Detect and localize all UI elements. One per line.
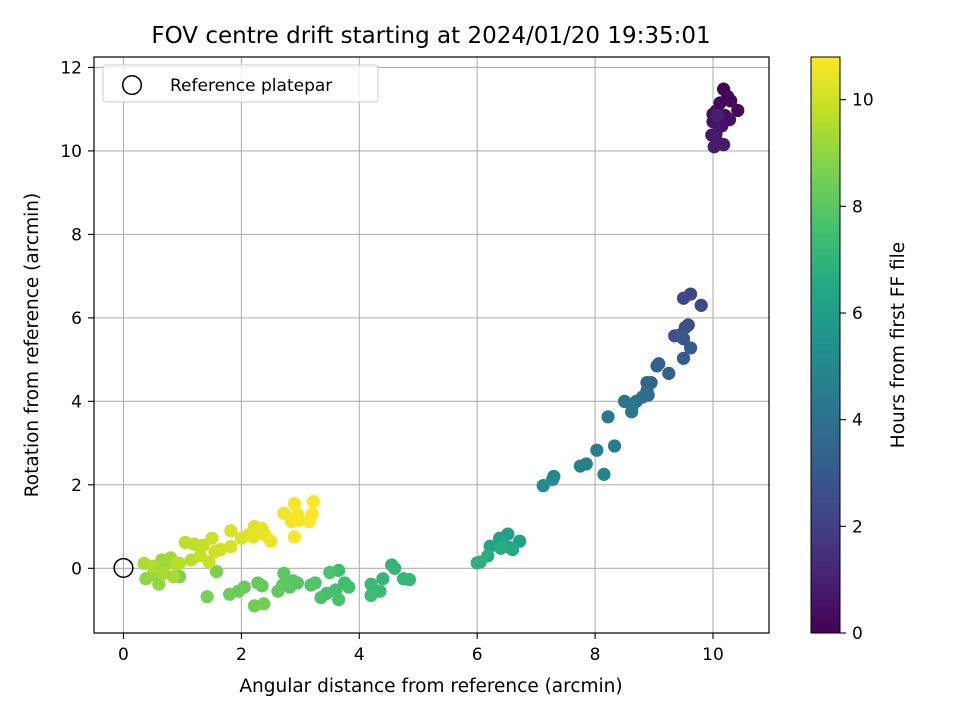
data-point bbox=[222, 587, 237, 601]
data-point bbox=[597, 467, 611, 481]
y-tick-label: 2 bbox=[71, 476, 82, 496]
data-point bbox=[251, 576, 265, 590]
data-point bbox=[731, 103, 745, 118]
colorbar-ticks: 0 2 4 6 8 10 bbox=[840, 91, 874, 644]
data-point bbox=[676, 351, 691, 365]
data-point bbox=[305, 507, 319, 521]
data-point bbox=[224, 524, 238, 538]
data-point bbox=[196, 538, 210, 552]
x-axis-ticks: 0 2 4 6 8 10 bbox=[118, 633, 724, 665]
data-point bbox=[505, 542, 520, 557]
y-tick-label: 12 bbox=[60, 58, 82, 78]
x-tick-label: 6 bbox=[472, 645, 483, 665]
x-axis-label: Angular distance from reference (arcmin) bbox=[239, 676, 622, 697]
x-tick-label: 0 bbox=[118, 645, 129, 665]
y-tick-label: 0 bbox=[71, 559, 82, 579]
legend: Reference platepar bbox=[102, 64, 379, 103]
data-point bbox=[166, 570, 181, 584]
data-point bbox=[342, 580, 356, 594]
data-point bbox=[264, 534, 278, 548]
data-point bbox=[323, 565, 337, 580]
plot-frame bbox=[93, 56, 770, 634]
reference-platepar-marker bbox=[113, 557, 134, 578]
data-point bbox=[314, 590, 328, 605]
data-point bbox=[590, 443, 604, 457]
legend-box bbox=[102, 64, 379, 103]
data-point bbox=[287, 497, 302, 511]
data-point bbox=[292, 513, 306, 527]
data-point bbox=[546, 472, 560, 486]
colorbar-tick-label: 0 bbox=[852, 624, 863, 644]
data-point bbox=[711, 108, 725, 123]
data-point bbox=[402, 572, 416, 587]
y-axis-label: Rotation from reference (arcmin) bbox=[22, 193, 43, 497]
data-point bbox=[224, 540, 238, 554]
colorbar-tick-label: 4 bbox=[852, 411, 863, 431]
y-tick-label: 4 bbox=[71, 392, 82, 412]
data-point bbox=[277, 566, 291, 580]
legend-label: Reference platepar bbox=[170, 76, 332, 96]
x-tick-label: 4 bbox=[354, 645, 365, 665]
x-tick-label: 2 bbox=[236, 645, 247, 665]
data-point bbox=[673, 327, 688, 342]
data-point bbox=[683, 341, 698, 355]
y-axis-ticks: 0 2 4 6 8 10 12 bbox=[60, 58, 94, 579]
data-point bbox=[172, 556, 187, 570]
data-point bbox=[724, 94, 738, 108]
data-point bbox=[470, 556, 484, 570]
data-point bbox=[676, 291, 691, 305]
data-point bbox=[214, 542, 228, 557]
data-point bbox=[494, 541, 508, 555]
data-point bbox=[364, 577, 378, 591]
data-point bbox=[364, 588, 378, 603]
data-point bbox=[271, 584, 285, 598]
data-point bbox=[650, 359, 664, 373]
colorbar-tick-label: 10 bbox=[852, 91, 874, 111]
colorbar-label: Hours from first FF file bbox=[888, 242, 909, 448]
data-point bbox=[332, 593, 346, 607]
data-point bbox=[388, 561, 402, 575]
data-point bbox=[607, 439, 622, 453]
data-point bbox=[152, 577, 166, 591]
data-point bbox=[707, 140, 721, 154]
data-point bbox=[156, 566, 171, 580]
data-point bbox=[210, 565, 224, 579]
data-point bbox=[625, 405, 639, 419]
data-point bbox=[601, 410, 615, 424]
data-point bbox=[257, 597, 271, 611]
x-tick-label: 8 bbox=[590, 645, 601, 665]
data-point bbox=[662, 366, 676, 380]
data-point bbox=[246, 530, 260, 544]
data-point bbox=[304, 578, 318, 592]
colorbar-tick-label: 8 bbox=[852, 197, 863, 217]
data-point bbox=[277, 506, 291, 520]
colorbar-tick-label: 6 bbox=[852, 304, 863, 324]
data-point bbox=[205, 531, 219, 545]
colorbar: 0 2 4 6 8 10 Hours from first FF file bbox=[810, 56, 909, 644]
data-point bbox=[694, 298, 708, 312]
colorbar-tick-label: 2 bbox=[852, 517, 863, 537]
chart-title: FOV centre drift starting at 2024/01/20 … bbox=[151, 23, 710, 49]
y-tick-label: 8 bbox=[71, 225, 82, 245]
legend-marker-icon bbox=[121, 74, 143, 96]
data-point bbox=[376, 572, 390, 586]
data-point bbox=[287, 530, 302, 544]
colorbar-gradient bbox=[810, 56, 841, 634]
y-tick-label: 10 bbox=[60, 142, 82, 162]
data-point bbox=[573, 459, 587, 473]
x-tick-label: 10 bbox=[702, 645, 724, 665]
data-point bbox=[146, 559, 160, 573]
data-points bbox=[137, 82, 745, 613]
data-point bbox=[202, 555, 216, 569]
data-point bbox=[536, 479, 550, 493]
data-point bbox=[306, 494, 320, 509]
y-tick-label: 6 bbox=[71, 309, 82, 329]
data-point bbox=[200, 590, 214, 604]
